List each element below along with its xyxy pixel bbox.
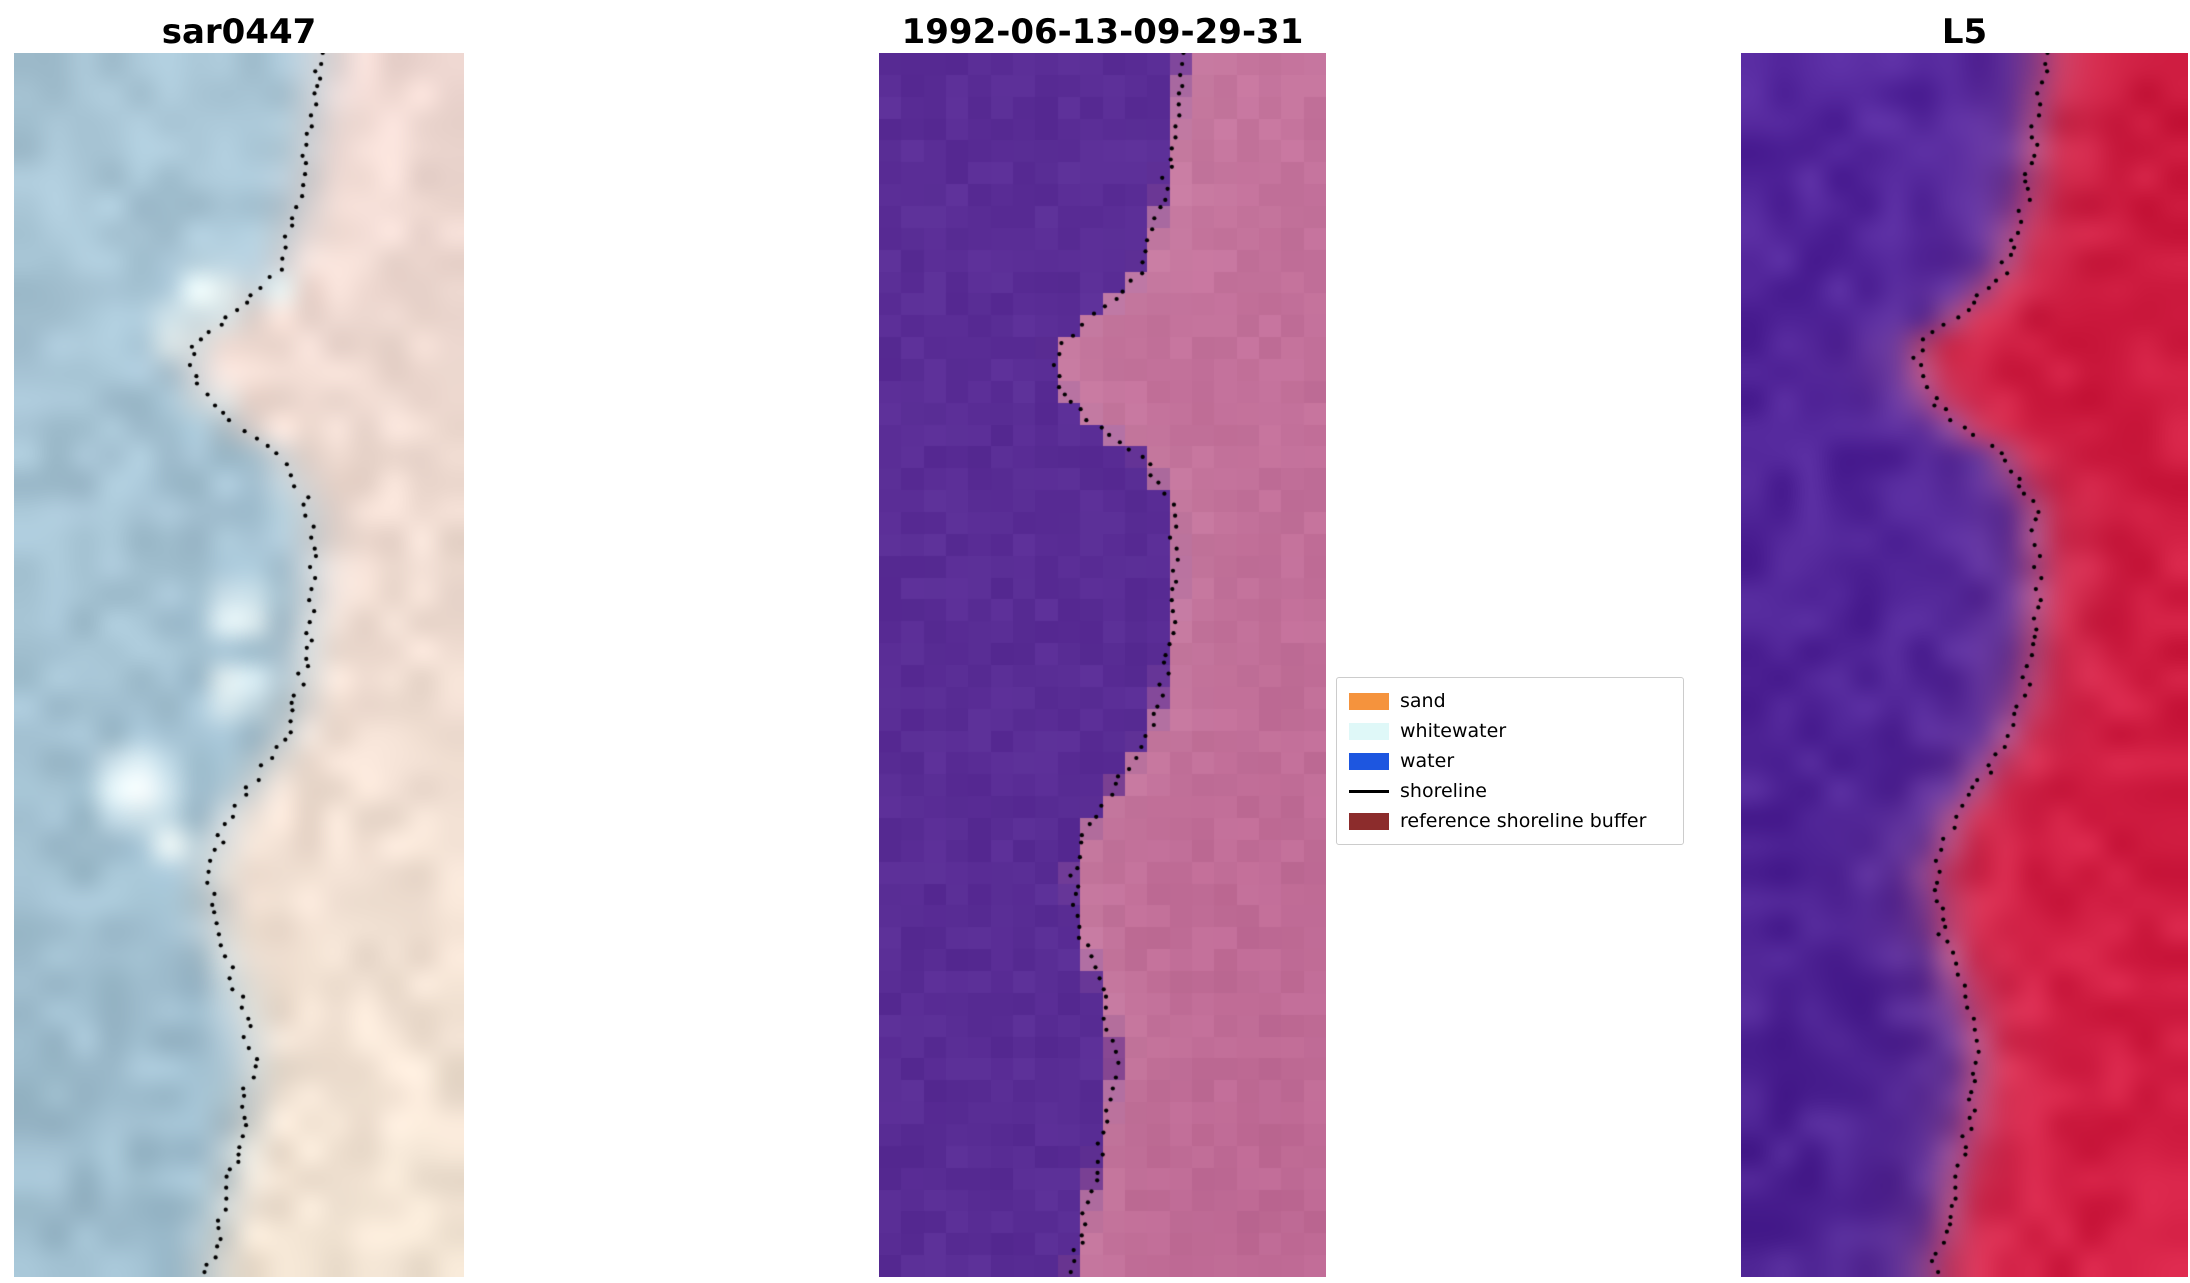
legend-item: reference shoreline buffer (1349, 806, 1683, 836)
sar-image (14, 53, 464, 1277)
legend-item: water (1349, 746, 1683, 776)
l5-image (1741, 53, 2188, 1277)
legend-label: whitewater (1400, 720, 1507, 742)
legend-swatch-water (1349, 752, 1389, 770)
classification-image (879, 53, 1326, 1277)
l5-image-panel: L5 (1741, 0, 2188, 1277)
legend-item: shoreline (1349, 776, 1683, 806)
legend-swatch-reference-shoreline-buffer (1349, 812, 1389, 830)
legend-label: shoreline (1400, 780, 1487, 802)
classification-image-panel: 1992-06-13-09-29-31 (879, 0, 1326, 1277)
legend-label: sand (1400, 690, 1446, 712)
legend-swatch-shoreline (1349, 789, 1389, 793)
legend-swatch-whitewater (1349, 722, 1389, 740)
panel-title: 1992-06-13-09-29-31 (901, 12, 1304, 52)
legend: sand whitewater water shoreline referenc… (1336, 677, 1684, 845)
sar-image-panel: sar0447 (14, 0, 464, 1277)
legend-label: water (1400, 750, 1455, 772)
legend-item: sand (1349, 686, 1683, 716)
panel-title: sar0447 (161, 12, 317, 52)
legend-item: whitewater (1349, 716, 1683, 746)
panel-title: L5 (1941, 12, 1988, 52)
legend-swatch-sand (1349, 692, 1389, 710)
legend-label: reference shoreline buffer (1400, 810, 1647, 832)
